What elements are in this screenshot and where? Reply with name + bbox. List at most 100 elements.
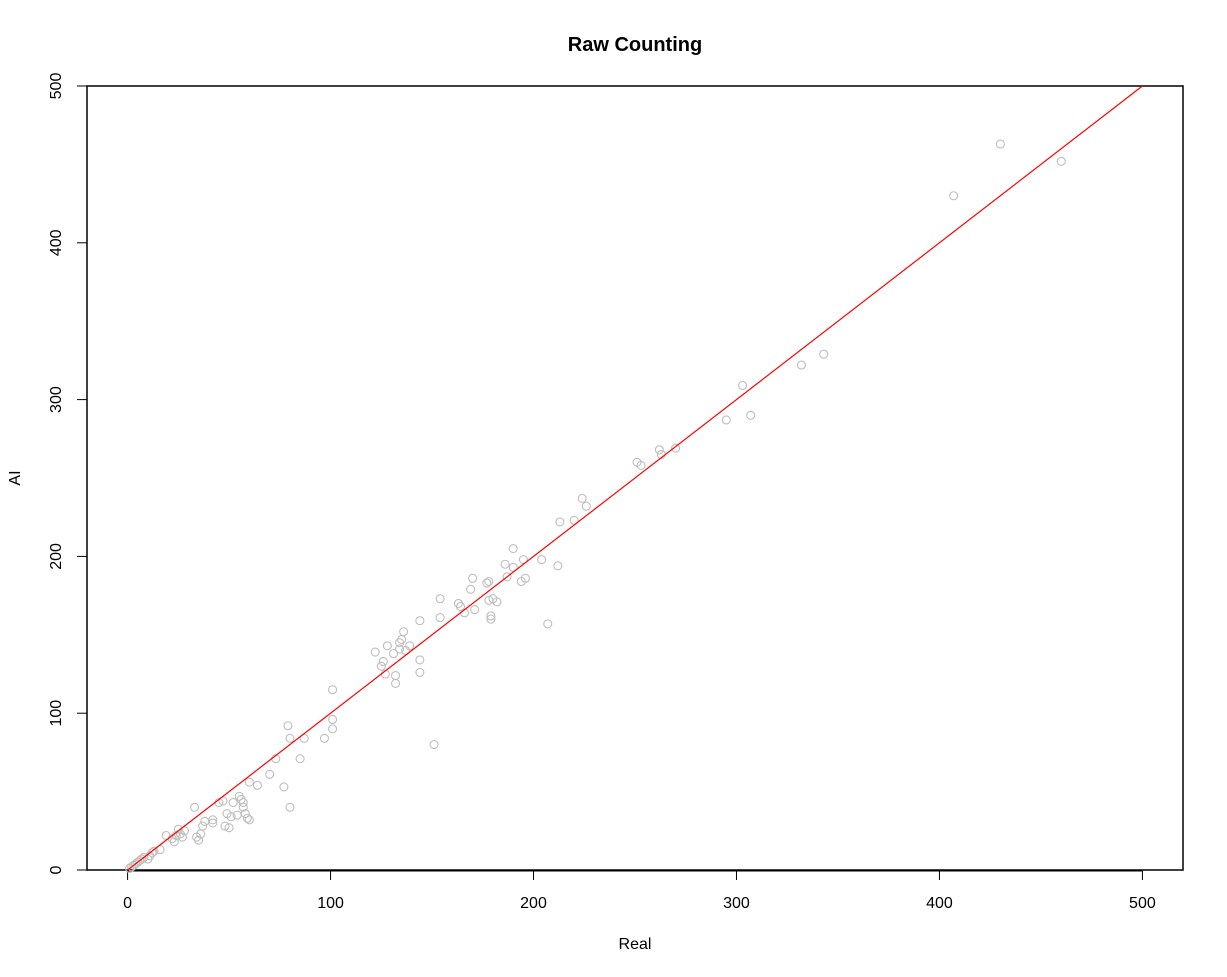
x-tick-label: 400: [926, 895, 953, 912]
data-point: [484, 576, 494, 587]
data-point: [415, 655, 425, 665]
data-point: [200, 816, 210, 826]
data-point: [949, 191, 959, 201]
data-point: [238, 802, 248, 812]
data-point: [435, 594, 445, 604]
data-point: [500, 559, 510, 569]
x-tick-label: 300: [723, 895, 750, 912]
data-point: [220, 821, 230, 831]
data-point: [721, 415, 731, 425]
y-tick-label: 200: [48, 543, 65, 570]
data-point: [581, 501, 591, 511]
data-point: [137, 854, 147, 864]
data-point: [415, 616, 425, 626]
y-tick-label: 300: [48, 386, 65, 413]
data-point: [279, 782, 289, 792]
data-point: [429, 740, 439, 750]
data-point: [208, 815, 218, 825]
data-point: [502, 572, 512, 582]
data-point: [1056, 156, 1066, 166]
data-point: [746, 410, 756, 420]
data-point: [390, 671, 401, 681]
data-point: [405, 641, 415, 651]
data-point: [543, 619, 553, 629]
data-point: [285, 802, 295, 812]
data-point: [194, 835, 204, 845]
identity-line: [127, 85, 1143, 871]
x-tick-label: 0: [123, 895, 132, 912]
chart-title: Raw Counting: [568, 34, 702, 56]
y-tick-label: 500: [48, 73, 65, 100]
data-point: [328, 685, 338, 695]
data-point: [228, 798, 238, 808]
data-point: [388, 649, 399, 659]
data-point: [240, 809, 250, 819]
data-point: [399, 627, 409, 637]
x-axis: 0 100 200 300 400 500: [123, 870, 1156, 912]
x-tick-label: 200: [520, 895, 547, 912]
data-point: [486, 614, 496, 624]
data-point: [492, 597, 502, 607]
data-point: [244, 815, 254, 825]
data-point: [378, 656, 388, 667]
data-point: [265, 769, 275, 779]
data-point: [328, 724, 338, 734]
data-point: [738, 380, 748, 391]
identity-line-group: [127, 85, 1143, 871]
data-point: [173, 824, 183, 834]
data-point: [486, 611, 496, 621]
data-point: [553, 561, 563, 571]
data-point: [376, 661, 386, 671]
data-point: [482, 578, 492, 588]
data-point: [671, 443, 681, 453]
data-point: [370, 647, 380, 657]
data-point: [382, 641, 392, 651]
y-axis: 0 100 200 300 400 500: [48, 73, 88, 874]
y-tick-label: 400: [48, 229, 65, 256]
data-point: [390, 678, 401, 688]
data-point: [654, 445, 664, 455]
data-point: [455, 602, 466, 612]
data-point: [395, 644, 405, 654]
y-axis-label: AI: [7, 470, 24, 485]
data-point: [328, 714, 338, 725]
y-tick-label: 0: [48, 865, 65, 874]
data-point: [466, 584, 476, 594]
data-point: [285, 733, 295, 743]
data-point: [470, 605, 480, 615]
data-point: [242, 813, 252, 823]
data-points: [125, 139, 1066, 873]
data-point: [435, 613, 445, 623]
data-point: [468, 573, 478, 583]
y-tick-label: 100: [48, 700, 65, 727]
data-point: [508, 544, 518, 554]
data-point: [415, 667, 425, 677]
data-point: [555, 517, 565, 527]
x-axis-label: Real: [619, 936, 652, 953]
data-point: [636, 460, 646, 471]
data-point: [238, 798, 248, 808]
data-point: [224, 823, 234, 833]
x-tick-label: 100: [317, 895, 344, 912]
data-point: [208, 818, 218, 828]
data-point: [244, 777, 254, 787]
data-point: [177, 832, 187, 842]
data-point: [537, 554, 547, 565]
data-point: [252, 780, 263, 790]
data-point: [139, 852, 149, 863]
x-tick-label: 500: [1129, 895, 1156, 912]
data-point: [149, 846, 159, 856]
data-point: [819, 349, 829, 359]
data-point: [577, 493, 587, 503]
data-point: [169, 837, 179, 847]
data-point: [283, 721, 293, 731]
data-point: [319, 733, 330, 743]
data-point: [198, 821, 208, 831]
data-point: [226, 812, 236, 822]
data-point: [190, 802, 200, 812]
data-point: [995, 139, 1005, 149]
data-point: [796, 360, 806, 370]
data-point: [520, 573, 530, 583]
data-point: [147, 848, 157, 858]
